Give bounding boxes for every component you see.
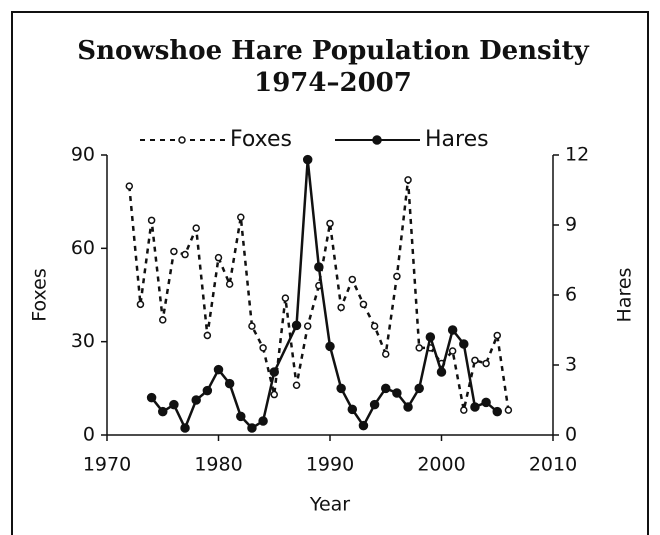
point: [159, 316, 167, 324]
point: [125, 182, 134, 190]
point: [303, 322, 312, 330]
point: [415, 344, 423, 352]
point: [460, 406, 468, 414]
legend-marker: [372, 135, 382, 145]
x-axis-label: Year: [309, 494, 350, 516]
series-line: [150, 159, 499, 432]
point: [314, 262, 324, 272]
point: [359, 300, 368, 309]
point: [470, 402, 480, 412]
x-tick-label: 2000: [417, 454, 465, 476]
point: [158, 406, 168, 417]
point: [136, 300, 145, 309]
point: [393, 272, 401, 281]
frame: [11, 11, 649, 535]
y2-tick-label: 0: [565, 424, 577, 446]
point: [146, 392, 157, 403]
point: [392, 388, 402, 398]
legend-label: Hares: [425, 127, 489, 152]
point: [258, 416, 268, 426]
point: [425, 332, 436, 342]
legend-marker: [178, 136, 186, 144]
point: [493, 331, 501, 340]
point: [236, 411, 246, 422]
point: [237, 213, 245, 221]
point: [170, 247, 178, 256]
point: [337, 303, 345, 312]
point: [358, 420, 369, 431]
point: [448, 347, 457, 355]
point: [436, 367, 447, 377]
point: [482, 359, 490, 368]
y-axis-label: Foxes: [29, 268, 51, 322]
point: [247, 423, 257, 433]
point: [481, 397, 491, 408]
point: [248, 322, 256, 330]
point: [181, 250, 189, 259]
point: [291, 320, 302, 331]
point: [325, 341, 335, 352]
point: [292, 381, 301, 389]
point: [270, 390, 278, 399]
point: [347, 404, 358, 415]
point: [403, 402, 413, 412]
y2-tick-label: 6: [565, 284, 577, 306]
point: [191, 395, 201, 405]
point: [281, 294, 290, 302]
point: [147, 216, 156, 225]
point: [381, 383, 391, 394]
y-tick-label: 30: [71, 330, 95, 352]
y2-tick-label: 12: [565, 144, 589, 166]
point: [192, 224, 200, 232]
point: [213, 364, 224, 375]
point: [370, 322, 379, 330]
point: [414, 383, 424, 394]
x-tick-label: 2010: [529, 454, 577, 476]
point: [202, 385, 213, 396]
point: [225, 280, 234, 288]
point: [447, 325, 458, 335]
point: [203, 331, 212, 340]
point: [326, 219, 334, 228]
chart-title: Snowshoe Hare Population Density: [77, 36, 589, 66]
point: [169, 399, 179, 410]
point: [459, 339, 469, 349]
point: [224, 378, 235, 389]
y-tick-label: 0: [83, 424, 95, 446]
point: [302, 154, 313, 165]
point: [492, 406, 502, 417]
y2-tick-label: 3: [565, 354, 577, 376]
x-tick-label: 1990: [306, 454, 354, 476]
point: [180, 423, 190, 433]
point: [382, 350, 390, 358]
point: [369, 399, 380, 410]
y-tick-label: 90: [71, 144, 95, 166]
point: [471, 356, 479, 365]
point: [214, 253, 223, 262]
point: [336, 383, 346, 394]
point: [404, 176, 412, 184]
x-tick-label: 1970: [83, 454, 131, 476]
series-line: [128, 179, 510, 411]
x-tick-label: 1980: [194, 454, 242, 476]
legend-label: Foxes: [230, 127, 292, 152]
y2-tick-label: 9: [565, 214, 577, 236]
point: [504, 406, 513, 414]
point: [348, 275, 357, 284]
y2-axis-label: Hares: [614, 268, 636, 323]
chart-subtitle: 1974–2007: [254, 68, 412, 98]
y-tick-label: 60: [71, 237, 95, 259]
point: [269, 367, 279, 377]
point: [259, 344, 267, 352]
